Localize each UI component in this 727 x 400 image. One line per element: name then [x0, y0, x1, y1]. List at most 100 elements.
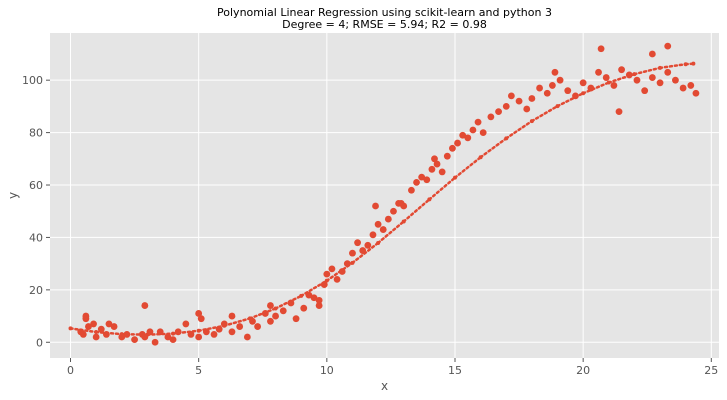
- fit-segment: [453, 155, 482, 179]
- data-point: [413, 178, 420, 186]
- data-point: [267, 302, 274, 309]
- y-tick: 20: [29, 284, 50, 297]
- data-point: [85, 323, 92, 330]
- data-point: [151, 338, 159, 346]
- x-tick-label: 25: [704, 364, 718, 377]
- data-point: [431, 155, 438, 163]
- x-tick: 20: [576, 358, 590, 377]
- data-point: [487, 113, 495, 121]
- data-point: [648, 74, 656, 81]
- data-point: [261, 310, 269, 317]
- data-point: [443, 152, 451, 160]
- data-point: [102, 331, 110, 338]
- data-point: [507, 92, 515, 100]
- data-point: [123, 331, 131, 338]
- data-point: [236, 323, 244, 330]
- data-point: [228, 312, 236, 320]
- data-point: [228, 328, 236, 336]
- data-point: [615, 108, 623, 116]
- data-point: [664, 68, 672, 76]
- fit-segment: [402, 198, 431, 223]
- fit-segment: [479, 137, 508, 159]
- data-point: [418, 173, 426, 181]
- data-point: [97, 325, 105, 333]
- data-point: [300, 304, 308, 312]
- data-point: [687, 82, 695, 89]
- data-point: [679, 84, 687, 92]
- fit-segment: [530, 104, 559, 123]
- data-point: [146, 328, 154, 336]
- data-point: [495, 108, 502, 116]
- data-point: [556, 76, 564, 84]
- data-point: [364, 241, 372, 249]
- data-point: [141, 333, 149, 341]
- y-axis-label: y: [6, 192, 20, 199]
- y-tick: 100: [22, 74, 50, 87]
- x-tick-label: 0: [67, 364, 74, 377]
- fit-segment: [223, 317, 252, 328]
- data-point: [197, 315, 205, 323]
- y-axis-ticks: 0 20 40 60 80 100: [22, 74, 50, 349]
- data-point: [195, 333, 203, 341]
- data-point: [469, 126, 477, 134]
- data-point: [449, 144, 456, 152]
- x-axis-ticks: 0 5 10 15 20 25: [67, 358, 718, 377]
- data-point: [328, 265, 336, 273]
- data-point: [579, 79, 587, 87]
- data-point: [279, 307, 287, 315]
- data-point: [433, 160, 441, 168]
- data-point: [587, 84, 595, 92]
- y-tick-label: 20: [29, 284, 43, 297]
- data-point: [479, 129, 487, 136]
- data-point: [141, 302, 149, 309]
- data-point: [625, 71, 633, 79]
- data-point: [664, 42, 672, 50]
- data-point: [572, 92, 579, 100]
- data-point: [656, 79, 664, 87]
- x-tick: 0: [67, 358, 74, 377]
- data-point: [338, 268, 346, 275]
- x-tick-label: 20: [576, 364, 590, 377]
- x-tick-label: 10: [320, 364, 334, 377]
- data-point: [195, 310, 203, 317]
- data-point: [384, 215, 392, 223]
- data-point: [372, 202, 379, 210]
- x-tick-label: 15: [448, 364, 462, 377]
- data-point: [536, 84, 543, 92]
- y-tick: 0: [36, 336, 50, 349]
- data-point: [164, 333, 172, 341]
- data-point: [320, 281, 328, 289]
- data-point: [551, 68, 559, 76]
- data-point: [349, 249, 356, 257]
- data-point: [564, 87, 572, 95]
- data-point: [292, 315, 300, 323]
- chart-title: Polynomial Linear Regression using sciki…: [217, 6, 552, 19]
- data-point: [548, 82, 556, 89]
- fit-segment: [684, 62, 695, 66]
- data-point: [182, 320, 190, 328]
- y-tick-label: 40: [29, 231, 43, 244]
- fit-segment: [428, 176, 457, 201]
- y-tick-label: 60: [29, 179, 43, 192]
- data-point: [610, 82, 618, 89]
- y-tick: 40: [29, 231, 50, 244]
- data-point: [464, 134, 472, 142]
- data-point: [354, 239, 361, 247]
- fit-segment: [248, 307, 277, 320]
- fit-segment: [505, 119, 534, 140]
- x-axis-label: x: [381, 379, 388, 393]
- data-point: [310, 294, 318, 302]
- data-point: [390, 207, 397, 215]
- data-point: [315, 296, 323, 304]
- x-tick: 25: [704, 358, 718, 377]
- data-point: [187, 331, 195, 338]
- data-point: [272, 312, 279, 320]
- y-tick-label: 0: [36, 336, 43, 349]
- data-point: [459, 131, 467, 139]
- data-point: [692, 89, 700, 97]
- data-point: [369, 231, 377, 239]
- data-point: [92, 333, 100, 341]
- fit-segment: [633, 66, 662, 76]
- data-points: [77, 42, 700, 346]
